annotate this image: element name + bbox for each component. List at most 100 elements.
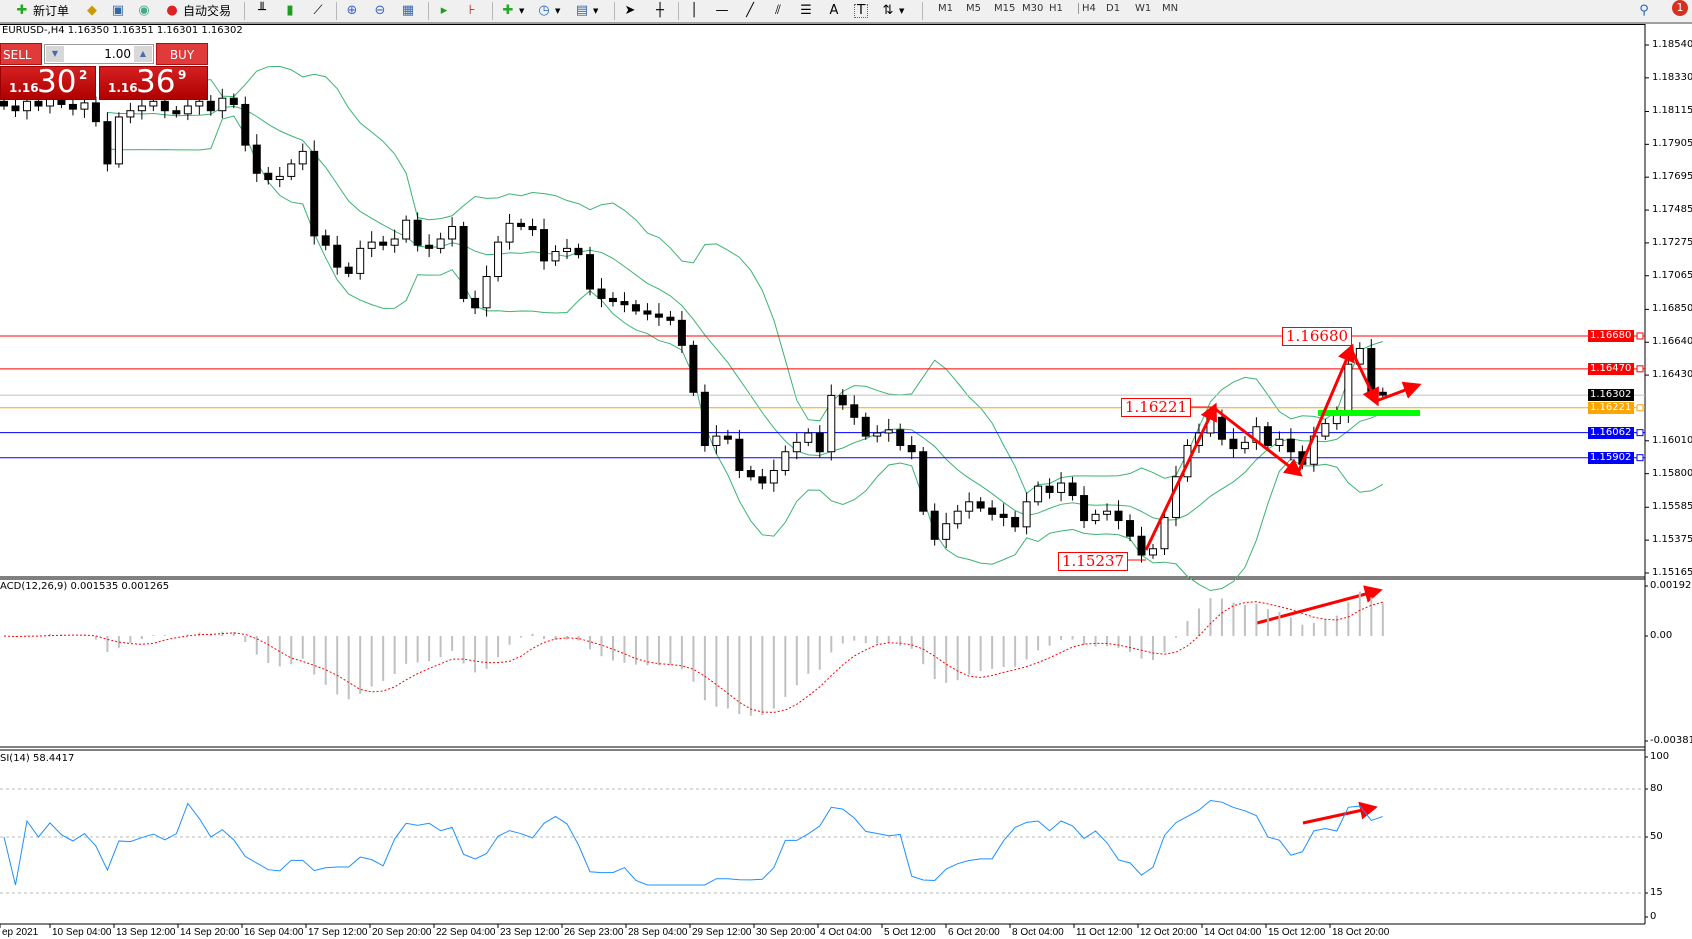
timeframe-d1[interactable]: D1 [1106,3,1121,14]
fibonacci-tool[interactable]: ☰ [798,1,814,20]
sell-button[interactable]: SELL [0,43,42,65]
market-button[interactable]: ▣ [110,1,126,20]
tile-windows-button[interactable]: ▦ [400,1,416,20]
periods-dropdown[interactable]: ◷ ▼ [536,1,560,20]
candle [436,238,445,249]
zoom-in-button[interactable]: ⊕ [344,1,360,20]
time-label: 6 Oct 20:00 [948,927,1000,938]
candle [114,116,123,165]
timeframe-m30[interactable]: M30 [1022,3,1044,14]
equidistant-channel-tool[interactable]: ⫽ [770,1,786,20]
time-label: 23 Sep 12:00 [500,927,560,938]
auto-scroll-button[interactable]: ▸ [436,1,452,20]
time-label: 11 Oct 12:00 [1076,927,1133,938]
cursor-tool[interactable]: ➤ [622,1,638,20]
buy-button[interactable]: BUY [156,43,208,65]
timeframe-mn[interactable]: MN [1162,3,1179,14]
timeframe-m5[interactable]: M5 [966,3,981,14]
candle [1045,485,1054,493]
rsi-line [3,799,1383,886]
price-annotation[interactable]: 1.16680 [1282,327,1353,346]
bollinger-middle-band [107,105,1384,521]
auto-trading-button[interactable]: ● 自动交易 [164,1,231,20]
lot-size-stepper[interactable]: ▼ 1.00 ▲ [44,44,154,64]
candle [459,225,468,299]
candle [298,150,307,165]
price-tick-label: 1.15375 [1652,534,1692,546]
timeframe-h4[interactable]: H4 [1078,3,1096,14]
signals-button[interactable]: ◉ [136,1,152,20]
candle [448,225,457,240]
macd-signal-line [3,601,1383,713]
chart-frame [0,24,1645,25]
candle [425,244,434,249]
sell-price[interactable]: 1.16 30 2 [0,64,96,100]
price-annotation[interactable]: 1.16221 [1121,398,1192,417]
trendline-tool[interactable]: ╱ [742,1,758,20]
candle [413,219,422,246]
candle [769,470,778,484]
new-order-icon: ✚ [16,2,28,18]
crosshair-tool[interactable]: ┼ [652,1,668,20]
cursor-icon: ➤ [624,2,636,18]
line-chart-button[interactable]: ⟋ [310,1,326,20]
lot-size-input[interactable]: 1.00 [104,47,131,61]
candle [241,103,250,146]
buy-price[interactable]: 1.16 36 9 [99,64,208,100]
trend-arrow [1213,406,1303,477]
candle [631,304,640,312]
vertical-line-tool[interactable]: │ [686,1,702,20]
candle [1263,426,1272,446]
buy-price-fraction: 9 [178,68,187,82]
timeframe-m15[interactable]: M15 [994,3,1016,14]
candle [643,310,652,315]
timeframe-w1[interactable]: W1 [1135,3,1152,14]
candle [356,247,365,274]
price-annotation[interactable]: 1.15237 [1058,552,1129,571]
candle [34,100,43,107]
timeframe-m1[interactable]: M1 [938,3,953,14]
candle [1344,363,1353,415]
candle [310,150,319,237]
text-label-tool[interactable]: T [854,1,868,20]
text-tool[interactable]: A [826,1,842,20]
horizontal-line-price-label: 1.16302 [1588,389,1634,402]
horizontal-line-price-label: 1.16680 [1588,329,1634,342]
candle [482,276,491,309]
candle [528,225,537,231]
timeframe-h1[interactable]: H1 [1049,3,1063,14]
bar-chart-button[interactable]: ╨ [254,1,270,20]
toolbar-divider [922,2,923,20]
search-button[interactable]: ⚲ [1636,1,1652,20]
chart-shift-button[interactable]: ⊦ [464,1,480,20]
candle [103,121,112,165]
candle [0,100,8,107]
time-label: 30 Sep 20:00 [756,927,816,938]
new-order-button[interactable]: ✚ 新订单 [14,1,69,20]
lot-increase-button[interactable]: ▲ [134,46,152,62]
candle [758,476,767,484]
candle [930,510,939,540]
notification-icon[interactable]: 1 [1672,0,1688,16]
templates-dropdown[interactable]: ▤ ▼ [574,1,599,20]
candle [838,394,847,406]
candle [540,229,549,262]
horizontal-line-price-label: 1.16062 [1588,426,1634,439]
candlestick-button[interactable]: ▮ [282,1,298,20]
candle [988,507,997,515]
price-tick-label: 1.17065 [1652,269,1692,281]
candle [620,301,629,306]
candle [723,435,732,440]
line-handle [1636,365,1644,373]
lot-decrease-button[interactable]: ▼ [46,46,64,62]
arrows-dropdown[interactable]: ⇅ ▼ [880,1,905,20]
horizontal-line-tool[interactable]: — [714,1,730,20]
indicators-dropdown[interactable]: ✚ ▼ [500,1,525,20]
candle [1114,510,1123,522]
zoom-out-button[interactable]: ⊖ [372,1,388,20]
metaeditor-button[interactable]: ◆ [84,1,100,20]
price-tick-label: 1.18540 [1652,39,1692,50]
rsi-trend-arrow [1302,801,1378,825]
line-handle [1636,429,1644,437]
